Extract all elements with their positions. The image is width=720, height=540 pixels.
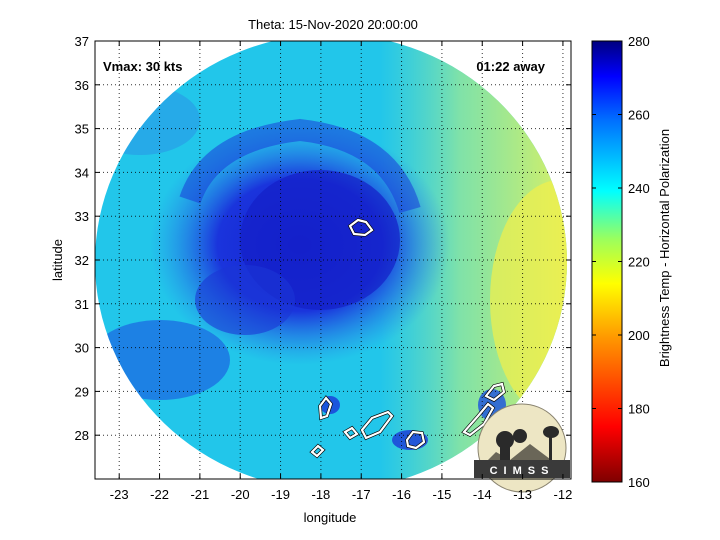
- y-tick-label: 30: [75, 341, 89, 356]
- colorbar-tick-label: 200: [628, 328, 650, 343]
- colorbar-tick-label: 260: [628, 108, 650, 123]
- time-away-annotation: 01:22 away: [476, 59, 545, 74]
- colorbar-label: Brightness Temp - Horizontal Polarizatio…: [657, 129, 672, 367]
- y-tick-label: 29: [75, 384, 89, 399]
- y-tick-label: 28: [75, 428, 89, 443]
- y-tick-label: 32: [75, 253, 89, 268]
- y-tick-label: 36: [75, 78, 89, 93]
- figure-title: Theta: 15-Nov-2020 20:00:00: [248, 17, 418, 32]
- x-tick-label: -21: [190, 487, 209, 502]
- x-tick-label: -18: [311, 487, 330, 502]
- x-tick-label: -17: [352, 487, 371, 502]
- y-tick-label: 37: [75, 34, 89, 49]
- colorbar-tick-label: 280: [628, 34, 650, 49]
- colorbar-tick-label: 160: [628, 475, 650, 490]
- x-tick-label: -15: [433, 487, 452, 502]
- x-tick-label: -23: [110, 487, 129, 502]
- y-axis-label: latitude: [50, 239, 65, 281]
- logo-text: CIMSS: [490, 465, 555, 477]
- x-axis-label: longitude: [304, 510, 357, 525]
- x-tick-label: -20: [231, 487, 250, 502]
- coastlines: [309, 218, 506, 459]
- colorbar-tick-label: 180: [628, 402, 650, 417]
- cimss-logo: CIMSS: [474, 403, 570, 493]
- y-tick-label: 31: [75, 297, 89, 312]
- colorbar-tick-label: 220: [628, 255, 650, 270]
- x-tick-label: -22: [150, 487, 169, 502]
- x-tick-label: -19: [271, 487, 290, 502]
- x-tick-label: -14: [473, 487, 492, 502]
- colorbar: 160 180 200 220 240 260 280 Brightness Temp - …: [591, 34, 672, 490]
- x-tick-label: -12: [554, 487, 573, 502]
- colorbar-gradient: [591, 40, 623, 483]
- y-tick-label: 33: [75, 209, 89, 224]
- colorbar-ticks: 160 180 200 220 240 260 280: [592, 34, 650, 490]
- vmax-annotation: Vmax: 30 kts: [103, 59, 183, 74]
- x-axis: -23 -22 -21 -20 -19 -18 -17 -16 -15 -14 -13 -12: [110, 41, 573, 502]
- y-axis: 28 29 30 31 32 33 34 35 36 37: [75, 34, 571, 443]
- colorbar-tick-label: 240: [628, 181, 650, 196]
- x-tick-label: -16: [392, 487, 411, 502]
- y-tick-label: 34: [75, 165, 89, 180]
- x-tick-label: -13: [513, 487, 532, 502]
- y-tick-label: 35: [75, 122, 89, 137]
